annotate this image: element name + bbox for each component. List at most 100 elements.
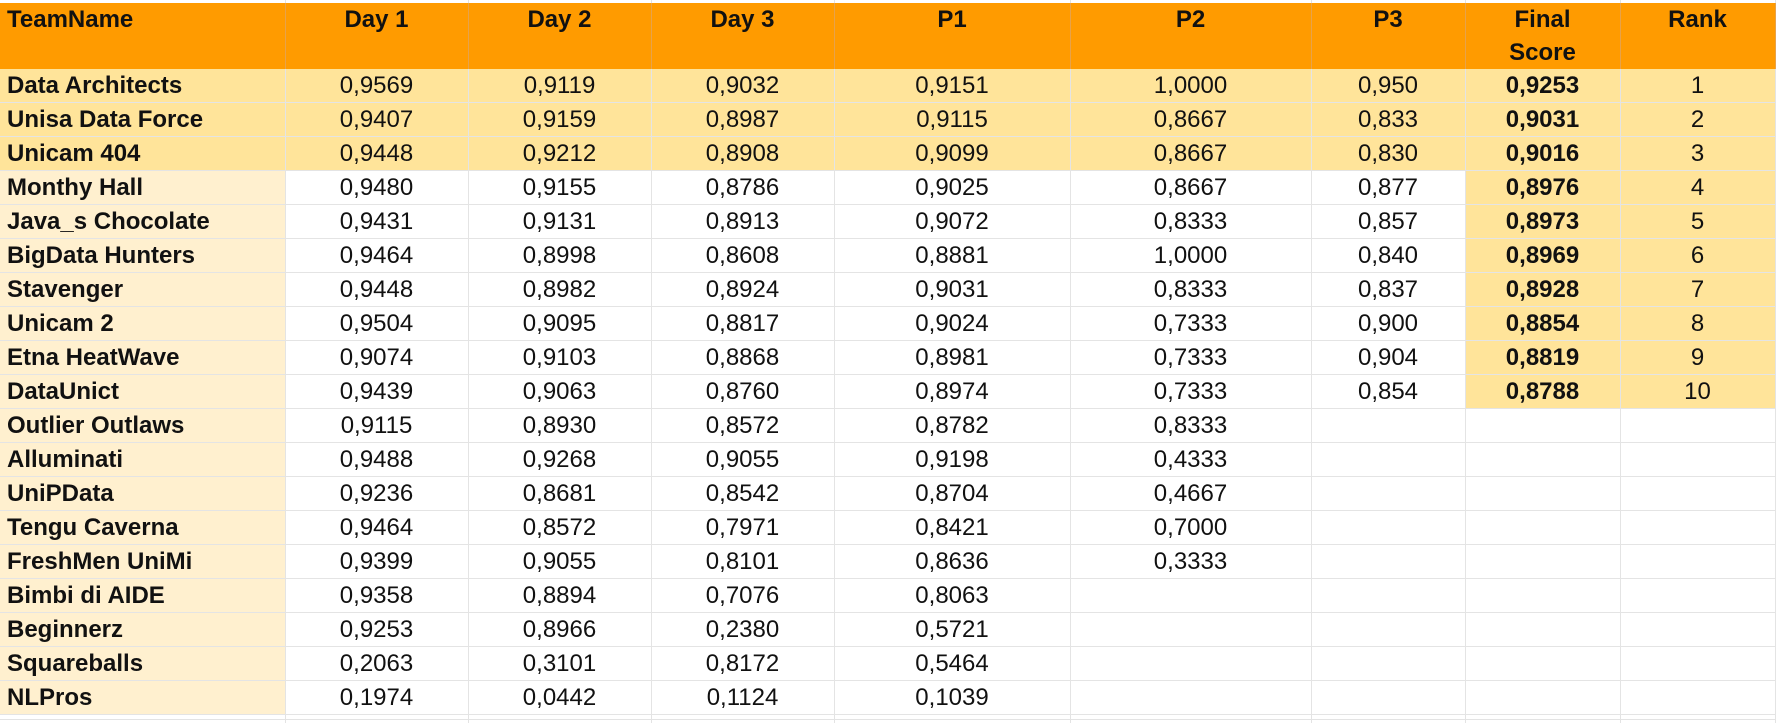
cell-day1[interactable]: 0,9253 (285, 612, 469, 647)
cell-day3[interactable]: 0,8913 (651, 204, 835, 239)
cell-day3[interactable]: 0,8101 (651, 544, 835, 579)
cell-final[interactable]: 0,8973 (1465, 204, 1621, 239)
cell-p3[interactable]: 0,854 (1311, 374, 1466, 409)
cell-final[interactable]: 0,9031 (1465, 102, 1621, 137)
cell-p1[interactable]: 0,5464 (834, 646, 1071, 681)
cell-p2[interactable]: 1,0000 (1070, 69, 1312, 103)
cell-p2[interactable]: 0,3333 (1070, 544, 1312, 579)
cell-team[interactable]: BigData Hunters (0, 238, 286, 273)
cell-day3[interactable]: 0,8608 (651, 238, 835, 273)
cell-team[interactable]: Data Architects (0, 69, 286, 103)
cell-final[interactable]: 0,8819 (1465, 340, 1621, 375)
cell-day1[interactable]: 0,9407 (285, 102, 469, 137)
cell-day2[interactable]: 0,8982 (468, 272, 652, 307)
cell-team[interactable]: Tengu Caverna (0, 510, 286, 545)
cell-p3[interactable]: 0,877 (1311, 170, 1466, 205)
cell-team[interactable]: NLPros (0, 680, 286, 715)
cell-day3[interactable]: 0,8172 (651, 646, 835, 681)
cell-final[interactable] (1465, 578, 1621, 613)
cell-p2[interactable]: 0,8667 (1070, 102, 1312, 137)
cell-p1[interactable]: 0,8782 (834, 408, 1071, 443)
cell-p2[interactable]: 0,7333 (1070, 374, 1312, 409)
cell-p2[interactable]: 0,8333 (1070, 272, 1312, 307)
cell-day2[interactable]: 0,8930 (468, 408, 652, 443)
cell-p1[interactable]: 0,9198 (834, 442, 1071, 477)
cell-day2[interactable]: 0,3101 (468, 646, 652, 681)
header-final-score[interactable]: Final Score (1465, 3, 1621, 69)
cell-p1[interactable]: 0,8421 (834, 510, 1071, 545)
cell-team[interactable]: FreshMen UniMi (0, 544, 286, 579)
cell-p1[interactable]: 0,9072 (834, 204, 1071, 239)
cell-final[interactable]: 0,9016 (1465, 136, 1621, 171)
cell-day2[interactable]: 0,9103 (468, 340, 652, 375)
cell-rank[interactable]: 4 (1620, 170, 1776, 205)
cell-p3[interactable] (1311, 476, 1466, 511)
cell-day1[interactable]: 0,9399 (285, 544, 469, 579)
cell-day1[interactable]: 0,9448 (285, 136, 469, 171)
cell-rank[interactable]: 10 (1620, 374, 1776, 409)
header-p2[interactable]: P2 (1070, 3, 1312, 69)
cell-p1[interactable]: 0,9099 (834, 136, 1071, 171)
cell-team[interactable]: Monthy Hall (0, 170, 286, 205)
cell-rank[interactable] (1620, 646, 1776, 681)
cell-day2[interactable]: 0,8681 (468, 476, 652, 511)
cell-day1[interactable]: 0,9569 (285, 69, 469, 103)
cell-day1[interactable]: 0,2063 (285, 646, 469, 681)
cell-day1[interactable]: 0,9448 (285, 272, 469, 307)
cell-p3[interactable] (1311, 680, 1466, 715)
cell-team[interactable]: DataUnict (0, 374, 286, 409)
cell-p3[interactable] (1311, 408, 1466, 443)
cell-rank[interactable] (1620, 442, 1776, 477)
cell-final[interactable] (1465, 680, 1621, 715)
cell-p3[interactable]: 0,857 (1311, 204, 1466, 239)
cell-day1[interactable]: 0,9488 (285, 442, 469, 477)
cell-team[interactable]: UniPData (0, 476, 286, 511)
cell-rank[interactable] (1620, 578, 1776, 613)
cell-team[interactable]: Squareballs (0, 646, 286, 681)
cell-day1[interactable]: 0,9074 (285, 340, 469, 375)
cell-day2[interactable]: 0,9212 (468, 136, 652, 171)
cell-final[interactable] (1465, 442, 1621, 477)
cell-p2[interactable] (1070, 646, 1312, 681)
cell-day1[interactable]: 0,9236 (285, 476, 469, 511)
cell-p2[interactable]: 0,8667 (1070, 170, 1312, 205)
cell-day1[interactable]: 0,1974 (285, 680, 469, 715)
cell-day3[interactable]: 0,8908 (651, 136, 835, 171)
cell-day2[interactable]: 0,9095 (468, 306, 652, 341)
cell-day2[interactable]: 0,8998 (468, 238, 652, 273)
cell-p3[interactable] (1311, 646, 1466, 681)
cell-day3[interactable]: 0,9055 (651, 442, 835, 477)
cell-day3[interactable]: 0,9032 (651, 69, 835, 103)
cell-p1[interactable]: 0,1039 (834, 680, 1071, 715)
cell-final[interactable]: 0,8788 (1465, 374, 1621, 409)
cell-p2[interactable]: 0,8333 (1070, 204, 1312, 239)
cell-p3[interactable]: 0,833 (1311, 102, 1466, 137)
cell-p1[interactable]: 0,9024 (834, 306, 1071, 341)
cell-p3[interactable] (1311, 578, 1466, 613)
header-p1[interactable]: P1 (834, 3, 1071, 69)
cell-p2[interactable]: 0,8333 (1070, 408, 1312, 443)
cell-team[interactable]: Alluminati (0, 442, 286, 477)
cell-day2[interactable]: 0,0442 (468, 680, 652, 715)
cell-final[interactable]: 0,9253 (1465, 69, 1621, 103)
cell-day2[interactable]: 0,9159 (468, 102, 652, 137)
cell-p3[interactable] (1311, 612, 1466, 647)
cell-p1[interactable]: 0,9115 (834, 102, 1071, 137)
header-rank[interactable]: Rank (1620, 3, 1776, 69)
cell-final[interactable] (1465, 408, 1621, 443)
cell-final[interactable]: 0,8854 (1465, 306, 1621, 341)
cell-team[interactable]: Stavenger (0, 272, 286, 307)
cell-p2[interactable]: 1,0000 (1070, 238, 1312, 273)
cell-day3[interactable]: 0,8572 (651, 408, 835, 443)
cell-rank[interactable] (1620, 510, 1776, 545)
cell-rank[interactable]: 3 (1620, 136, 1776, 171)
header-teamname[interactable]: TeamName (0, 3, 286, 69)
cell-day3[interactable]: 0,8868 (651, 340, 835, 375)
cell-p2[interactable]: 0,4667 (1070, 476, 1312, 511)
cell-day1[interactable]: 0,9464 (285, 510, 469, 545)
cell-final[interactable]: 0,8928 (1465, 272, 1621, 307)
cell-p3[interactable]: 0,950 (1311, 69, 1466, 103)
cell-day2[interactable]: 0,9119 (468, 69, 652, 103)
cell-day3[interactable]: 0,8760 (651, 374, 835, 409)
cell-day2[interactable]: 0,9155 (468, 170, 652, 205)
